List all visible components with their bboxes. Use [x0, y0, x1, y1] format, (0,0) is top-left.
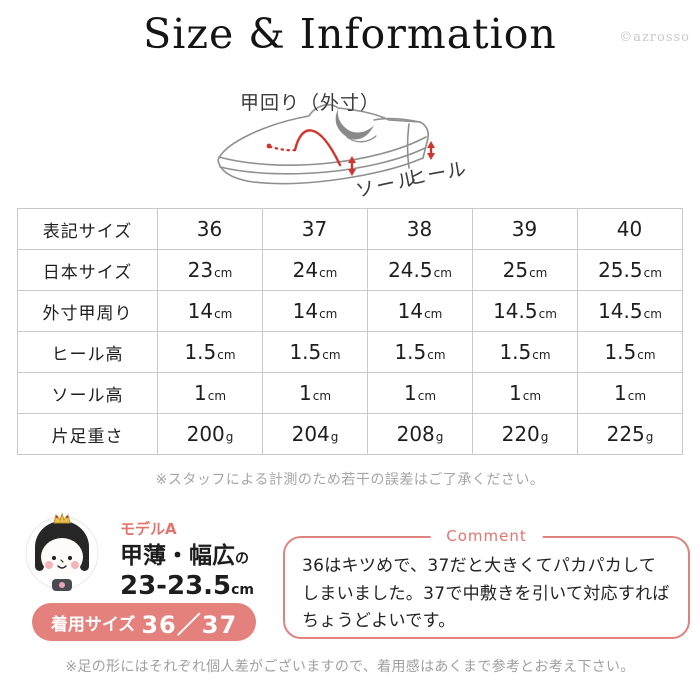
size-value-cell: 25cm — [472, 249, 578, 291]
size-value-cell: 14.5cm — [472, 290, 578, 332]
model-avatar-icon — [25, 512, 99, 591]
size-value-cell: 1cm — [367, 372, 473, 414]
row-label-cell: 表記サイズ — [17, 208, 158, 250]
wear-size-label: 着用サイズ — [50, 614, 136, 635]
size-value-cell: 1cm — [157, 372, 263, 414]
shoe-measurement-diagram: 甲回り（外寸） ソール ヒール — [183, 80, 523, 210]
table-row: 日本サイズ 23cm 24cm 24.5cm 25cm 25.5cm — [17, 249, 683, 291]
size-value-cell: 14cm — [367, 290, 473, 332]
size-value-cell: 200g — [157, 413, 263, 455]
row-label-cell: 片足重さ — [17, 413, 158, 455]
model-description: モデルA 甲薄・幅広の 23-23.5cm — [120, 520, 255, 602]
size-value-cell: 1cm — [577, 372, 683, 414]
table-row: ヒール高 1.5cm 1.5cm 1.5cm 1.5cm 1.5cm — [17, 331, 683, 373]
model-foot-size: 23-23.5cm — [120, 570, 255, 601]
size-value-cell: 14.5cm — [577, 290, 683, 332]
size-value-cell: 204g — [262, 413, 368, 455]
size-value-cell: 14cm — [262, 290, 368, 332]
model-name-label: モデルA — [120, 520, 177, 538]
brand-credit: ©azrosso — [619, 30, 690, 45]
size-value-cell: 1.5cm — [577, 331, 683, 373]
shoe-illustration — [217, 104, 435, 185]
size-value-cell: 23cm — [157, 249, 263, 291]
table-row: ソール高 1cm 1cm 1cm 1cm 1cm — [17, 372, 683, 414]
table-row: 片足重さ 200g 204g 208g 220g 225g — [17, 413, 683, 455]
size-value-cell: 1.5cm — [367, 331, 473, 373]
instep-measure-label: 甲回り（外寸） — [240, 92, 381, 114]
size-value-cell: 1.5cm — [472, 331, 578, 373]
table-row: 表記サイズ 36 37 38 39 40 — [17, 208, 683, 250]
table-row: 外寸甲周り 14cm 14cm 14cm 14.5cm 14.5cm — [17, 290, 683, 332]
size-value-cell: 25.5cm — [577, 249, 683, 291]
size-value-cell: 208g — [367, 413, 473, 455]
page-title: Size & Information — [143, 10, 557, 58]
measurement-note: ※スタッフによる計測のため若干の誤差はご了承ください。 — [155, 472, 545, 488]
size-table: 表記サイズ 36 37 38 39 40 日本サイズ 23cm 24cm 24.… — [17, 208, 683, 455]
row-label-cell: ヒール高 — [17, 331, 158, 373]
size-value-cell: 38 — [367, 208, 473, 250]
row-label-cell: 日本サイズ — [17, 249, 158, 291]
fit-disclaimer-note: ※足の形にはそれぞれ個人差がございますので、着用感はあくまで参考とお考え下さい。 — [65, 659, 635, 675]
size-value-cell: 40 — [577, 208, 683, 250]
size-value-cell: 220g — [472, 413, 578, 455]
size-value-cell: 1.5cm — [157, 331, 263, 373]
wear-size-value: 36／37 — [141, 610, 238, 639]
size-value-cell: 37 — [262, 208, 368, 250]
size-value-cell: 24cm — [262, 249, 368, 291]
size-value-cell: 225g — [577, 413, 683, 455]
size-value-cell: 24.5cm — [367, 249, 473, 291]
row-label-cell: ソール高 — [17, 372, 158, 414]
size-value-cell: 14cm — [157, 290, 263, 332]
size-value-cell: 39 — [472, 208, 578, 250]
size-value-cell: 1.5cm — [262, 331, 368, 373]
size-value-cell: 1cm — [262, 372, 368, 414]
size-value-cell: 1cm — [472, 372, 578, 414]
comment-title: Comment — [430, 527, 543, 545]
model-foot-type: 甲薄・幅広の — [120, 543, 249, 570]
comment-body: 36はキツめで、37だと大きくてパカパカしてしまいました。37で中敷きを引いて対… — [302, 556, 670, 632]
size-value-cell: 36 — [157, 208, 263, 250]
wear-size-badge: 着用サイズ 36／37 — [32, 603, 256, 641]
row-label-cell: 外寸甲周り — [17, 290, 158, 332]
comment-box: Comment 36はキツめで、37だと大きくてパカパカしてしまいました。37で… — [283, 527, 690, 639]
